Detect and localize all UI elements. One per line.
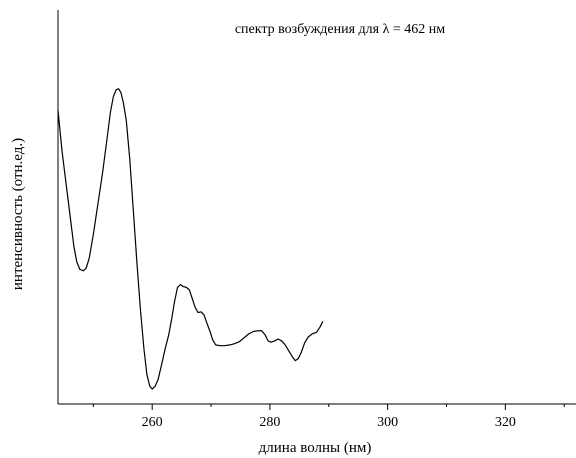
axes <box>57 10 576 405</box>
x-tick-label-320: 320 <box>495 415 516 430</box>
x-ticks <box>92 404 565 410</box>
x-tick-label-300: 300 <box>377 415 398 430</box>
spectrum-line-0 <box>57 88 324 390</box>
x-axis-title: длина волны (нм) <box>259 440 372 456</box>
spectrum-annotation: спектр возбуждения для λ = 462 нм <box>235 22 445 37</box>
series-layer <box>57 88 324 390</box>
x-tick-label-280: 280 <box>259 415 280 430</box>
y-axis-title: интенсивность (отн.ед.) <box>10 138 26 290</box>
x-tick-label-260: 260 <box>142 415 163 430</box>
x-tick-labels: 260 280 300 320 <box>142 415 516 430</box>
